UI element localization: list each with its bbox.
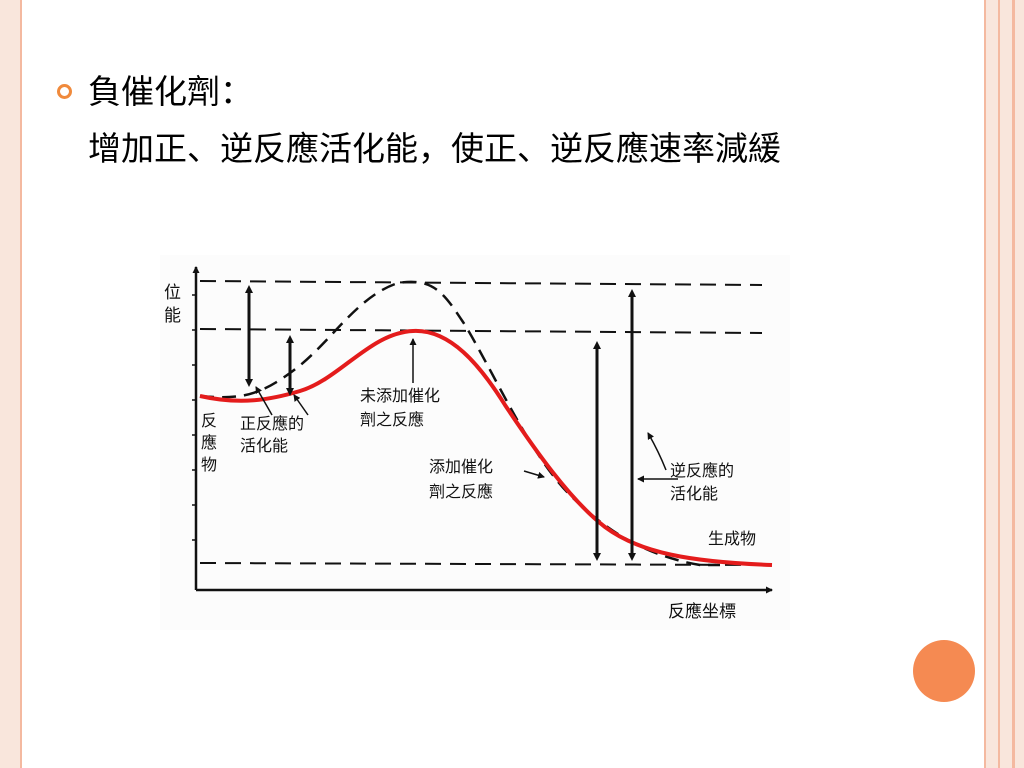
- reverse-ea-label-2: 活化能: [670, 484, 718, 503]
- right-frame: [984, 0, 1024, 768]
- uncatalyzed-label-1: 未添加催化: [360, 386, 440, 405]
- forward-ea-label-1: 正反應的: [240, 414, 304, 433]
- catalyzed-peak-level: [199, 328, 763, 334]
- product-level: [199, 562, 763, 566]
- y-axis-label-2: 能: [164, 306, 181, 326]
- x-axis-label: 反應坐標: [668, 601, 736, 622]
- catalyzed-label-2: 劑之反應: [429, 482, 493, 501]
- y-axis-label-1: 位: [164, 283, 181, 303]
- product-label: 生成物: [708, 529, 756, 548]
- forward-ea-label-2: 活化能: [240, 436, 288, 455]
- y-axis-ticks: [192, 294, 196, 541]
- reactant-label-3: 物: [201, 455, 217, 474]
- reactant-label-2: 應: [201, 433, 217, 452]
- catalyzed-label-1: 添加催化: [429, 457, 493, 476]
- energy-diagram: 位 能 反 應 物 正反應的 活化能 未添加催化 劑之反應 添加催化 劑之反應 …: [160, 255, 790, 630]
- forward-ea-pointer-2: [293, 394, 309, 416]
- uncatalyzed-peak-level: [199, 280, 763, 286]
- slide-heading: 負催化劑：: [88, 72, 253, 111]
- uncatalyzed-label-2: 劑之反應: [360, 410, 424, 429]
- slide-description: 增加正、逆反應活化能，使正、逆反應速率減緩: [88, 129, 781, 168]
- catalyzed-pointer: [523, 470, 545, 479]
- reverse-ea-label-1: 逆反應的: [670, 461, 734, 480]
- reverse-ea-pointer-2: [647, 432, 667, 471]
- left-frame: [0, 0, 22, 768]
- reactant-label-1: 反: [201, 411, 217, 430]
- bullet-ring-icon: [57, 84, 72, 99]
- decorative-orange-circle: [913, 640, 975, 702]
- forward-ea-pointer-1: [255, 386, 273, 416]
